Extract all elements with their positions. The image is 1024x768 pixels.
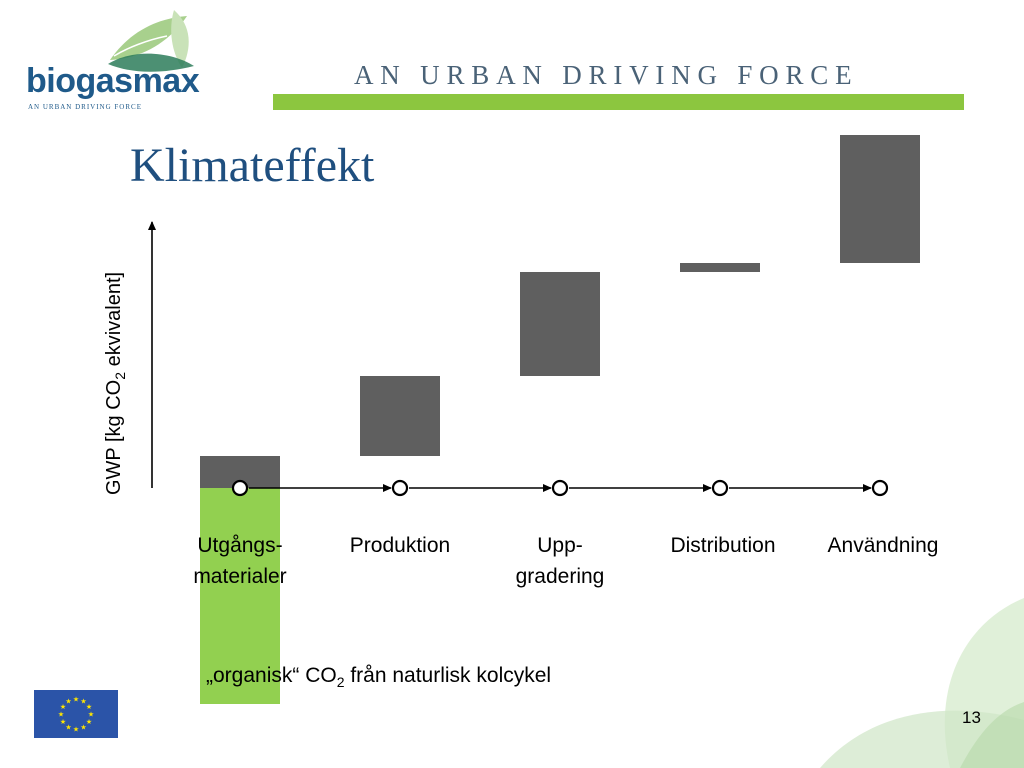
stage-marker-4 — [871, 479, 889, 497]
biogasmax-logo — [22, 8, 202, 118]
category-label-produktion: Produktion — [349, 534, 451, 557]
eu-star-7: ★ — [65, 723, 71, 731]
bar-2 — [360, 376, 440, 456]
eu-star-1: ★ — [80, 698, 86, 706]
eu-star-6: ★ — [73, 726, 79, 734]
slide-title: Klimateffekt — [130, 139, 375, 192]
bar-5 — [840, 135, 920, 263]
page-number: 13 — [962, 708, 981, 727]
eu-star-8: ★ — [60, 718, 66, 726]
eu-star-10: ★ — [60, 703, 66, 711]
annotation-subscript: 2 — [336, 674, 345, 691]
leaf-logo-icon — [108, 10, 194, 72]
bar-4 — [680, 263, 760, 272]
y-axis-label: GWP [kg CO2 ekvivalent] — [103, 205, 133, 495]
bar-1 — [200, 488, 280, 704]
eu-star-2: ★ — [86, 703, 92, 711]
logo-tagline: AN URBAN DRIVING FORCE — [28, 103, 142, 111]
header-green-bar — [273, 94, 964, 110]
eu-star-11: ★ — [65, 698, 71, 706]
stage-marker-1 — [391, 479, 409, 497]
category-label-anvandning: Användning — [827, 534, 939, 557]
stage-marker-2 — [551, 479, 569, 497]
eu-star-3: ★ — [88, 711, 94, 719]
eu-flag-icon: ★ ★★★★★★★★★★★ — [34, 690, 118, 738]
eu-star-0: ★ — [73, 696, 79, 704]
category-label-distribution: Distribution — [670, 534, 776, 557]
category-label-utgangsmaterialer: Utgångs- materialer — [193, 534, 287, 588]
annotation-part-1: „organisk“ CO — [206, 664, 337, 687]
stage-marker-3 — [711, 479, 729, 497]
stage-marker-0 — [231, 479, 249, 497]
y-axis-label-part-2: ekvivalent] — [103, 271, 125, 372]
category-label-uppgradering: Upp- gradering — [515, 534, 605, 588]
eu-star-5: ★ — [80, 723, 86, 731]
header-tagline: AN URBAN DRIVING FORCE — [354, 60, 859, 90]
y-axis-label-subscript: 2 — [112, 371, 128, 380]
eu-star-9: ★ — [58, 711, 64, 719]
organic-co2-annotation: „organisk“ CO2 från naturlisk kolcykel — [206, 664, 551, 690]
eu-star-4: ★ — [86, 718, 92, 726]
logo-wordmark: biogasmax — [26, 62, 200, 100]
annotation-part-2: från naturlisk kolcykel — [344, 664, 552, 687]
bar-3 — [520, 272, 600, 376]
y-axis-label-part-1: GWP [kg CO — [103, 379, 125, 495]
background-leaf-decoration — [820, 598, 1024, 768]
